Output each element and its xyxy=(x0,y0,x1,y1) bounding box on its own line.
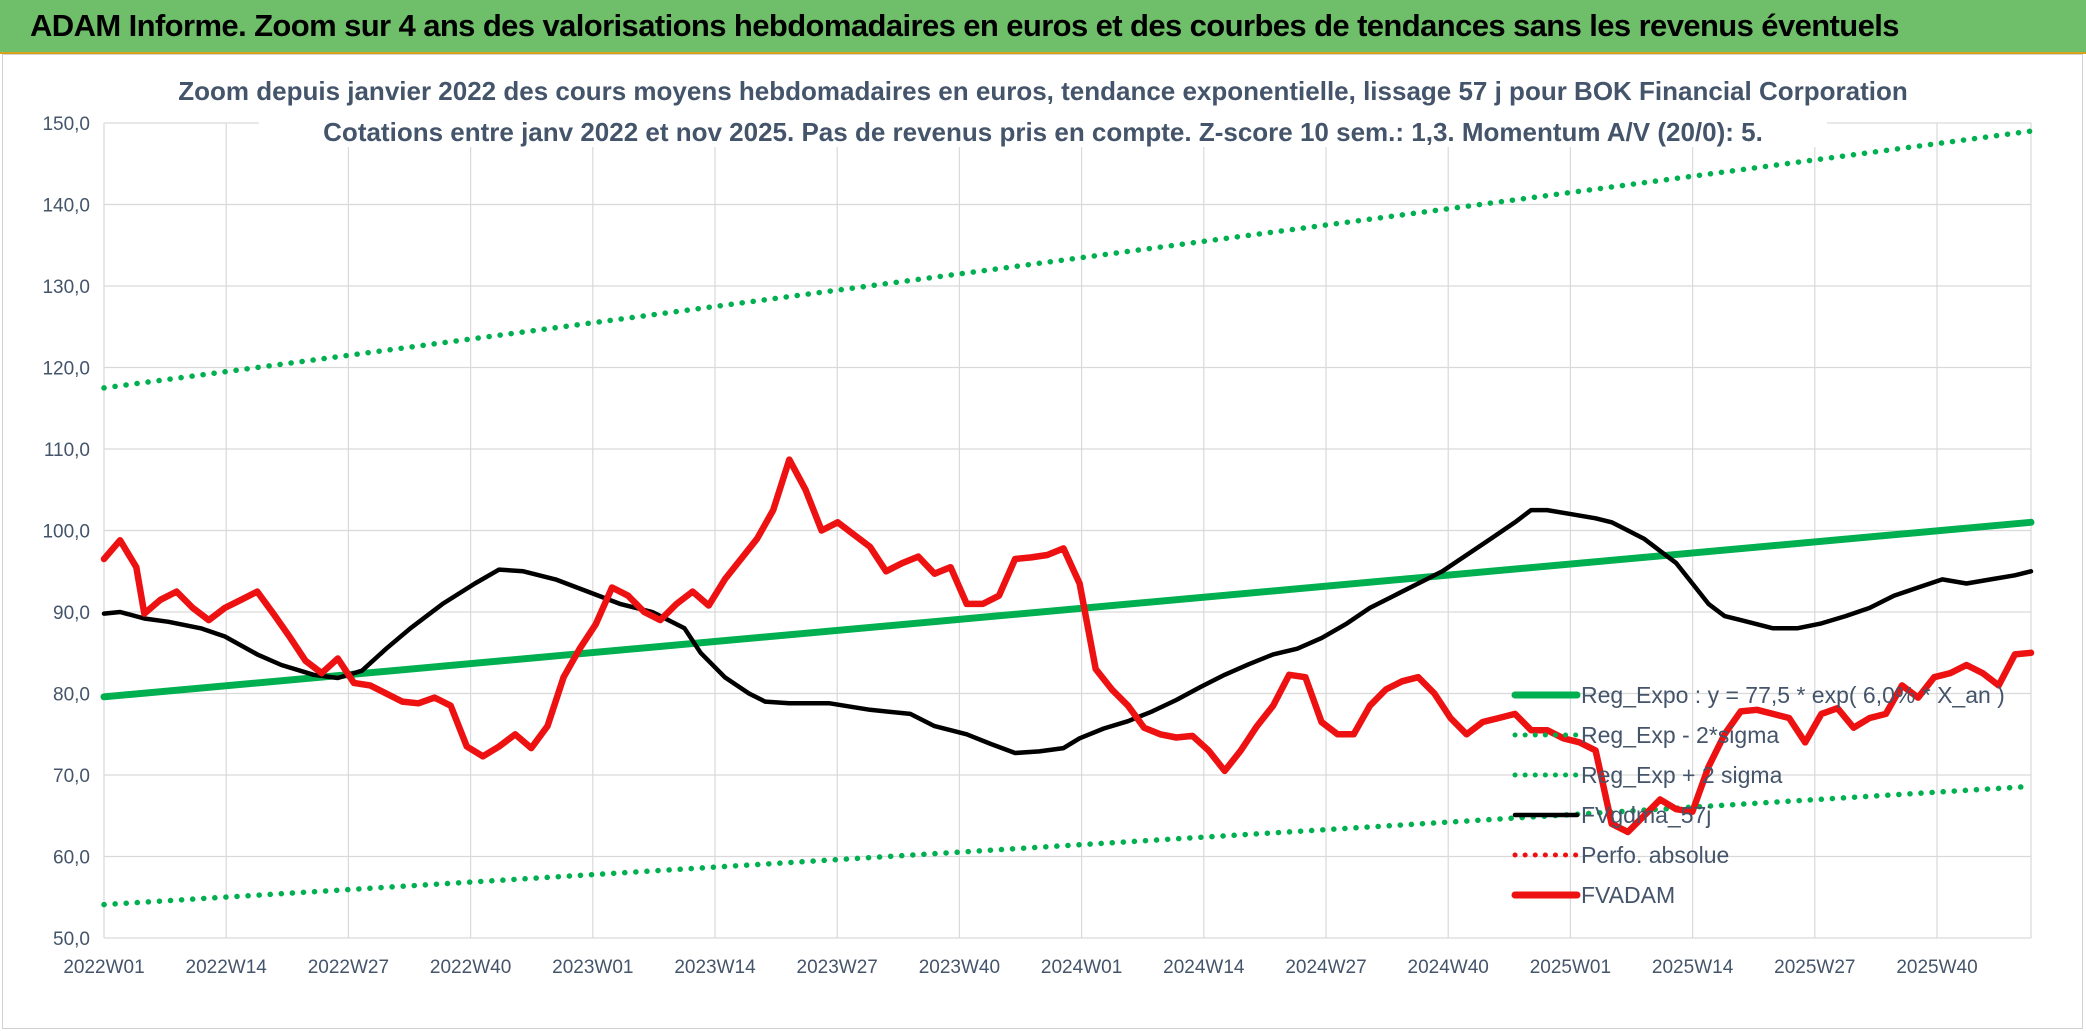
reg-exp-minus-2sigma-line xyxy=(101,783,2034,908)
x-tick-label: 2024W27 xyxy=(1285,957,1366,978)
title-background xyxy=(259,59,1827,147)
report-title: ADAM Informe. Zoom sur 4 ans des valoris… xyxy=(30,8,1900,43)
y-tick-label: 110,0 xyxy=(44,440,90,461)
x-tick-label: 2022W27 xyxy=(308,957,389,978)
x-tick-label: 2023W01 xyxy=(552,957,633,978)
axis-layer: 50,0 60,0 70,0 80,0 90,0 100,0 110,0 120,0 130,0… xyxy=(42,114,1977,978)
y-tick-label: 100,0 xyxy=(42,522,90,543)
x-tick-label: 2022W14 xyxy=(186,957,268,978)
x-tick-label: 2025W01 xyxy=(1530,957,1611,978)
y-tick-label: 60,0 xyxy=(53,848,90,869)
y-tick-label: 70,0 xyxy=(53,766,90,787)
x-tick-label: 2025W40 xyxy=(1896,957,1977,978)
legend-label-4: Perfo. absolue xyxy=(1581,842,1729,868)
grid-layer xyxy=(103,122,2032,939)
legend-label-1: Reg_Exp - 2*sigma xyxy=(1581,722,1779,748)
series-layer xyxy=(100,128,2035,908)
y-tick-label: 120,0 xyxy=(42,359,90,380)
x-tick-label: 2025W14 xyxy=(1652,957,1734,978)
x-tick-label: 2023W14 xyxy=(674,957,756,978)
chart-title-line-1: Zoom depuis janvier 2022 des cours moyen… xyxy=(178,76,1907,106)
x-tick-label: 2025W27 xyxy=(1774,957,1855,978)
y-tick-label: 140,0 xyxy=(42,196,90,217)
legend: Reg_Expo : y = 77,5 * exp( 6,0% * X_an )… xyxy=(1511,682,2005,908)
legend-label-2: Reg_Exp + 2 sigma xyxy=(1581,762,1783,788)
y-tick-label: 90,0 xyxy=(53,603,90,624)
x-tick-label: 2023W40 xyxy=(919,957,1000,978)
report-banner: ADAM Informe. Zoom sur 4 ans des valoris… xyxy=(0,0,2086,54)
chart-svg: 50,0 60,0 70,0 80,0 90,0 100,0 110,0 120,0 130,0… xyxy=(42,59,2035,978)
x-tick-label: 2024W14 xyxy=(1163,957,1245,978)
y-tick-label: 50,0 xyxy=(53,929,90,950)
y-tick-label: 150,0 xyxy=(42,114,90,135)
y-tick-label: 130,0 xyxy=(42,277,90,298)
legend-label-0: Reg_Expo : y = 77,5 * exp( 6,0% * X_an ) xyxy=(1581,682,2005,708)
x-tick-label: 2023W27 xyxy=(797,957,878,978)
reg-exp-plus-2sigma-line xyxy=(101,128,2034,391)
chart-title-line-2: Cotations entre janv 2022 et nov 2025. P… xyxy=(323,117,1763,147)
fvgdma-57j-line xyxy=(101,507,2034,756)
x-tick-label: 2024W01 xyxy=(1041,957,1122,978)
x-tick-label: 2022W40 xyxy=(430,957,511,978)
reg-expo-line xyxy=(100,518,2035,701)
legend-label-5: FVADAM xyxy=(1581,882,1675,908)
y-tick-label: 80,0 xyxy=(53,685,90,706)
x-tick-label: 2024W40 xyxy=(1408,957,1489,978)
legend-label-3: FVgdma_57j xyxy=(1581,802,1711,828)
x-tick-label: 2022W01 xyxy=(63,957,144,978)
chart-frame: 50,0 60,0 70,0 80,0 90,0 100,0 110,0 120,0 130,0… xyxy=(2,54,2083,1029)
fvadam-line xyxy=(100,456,2035,836)
